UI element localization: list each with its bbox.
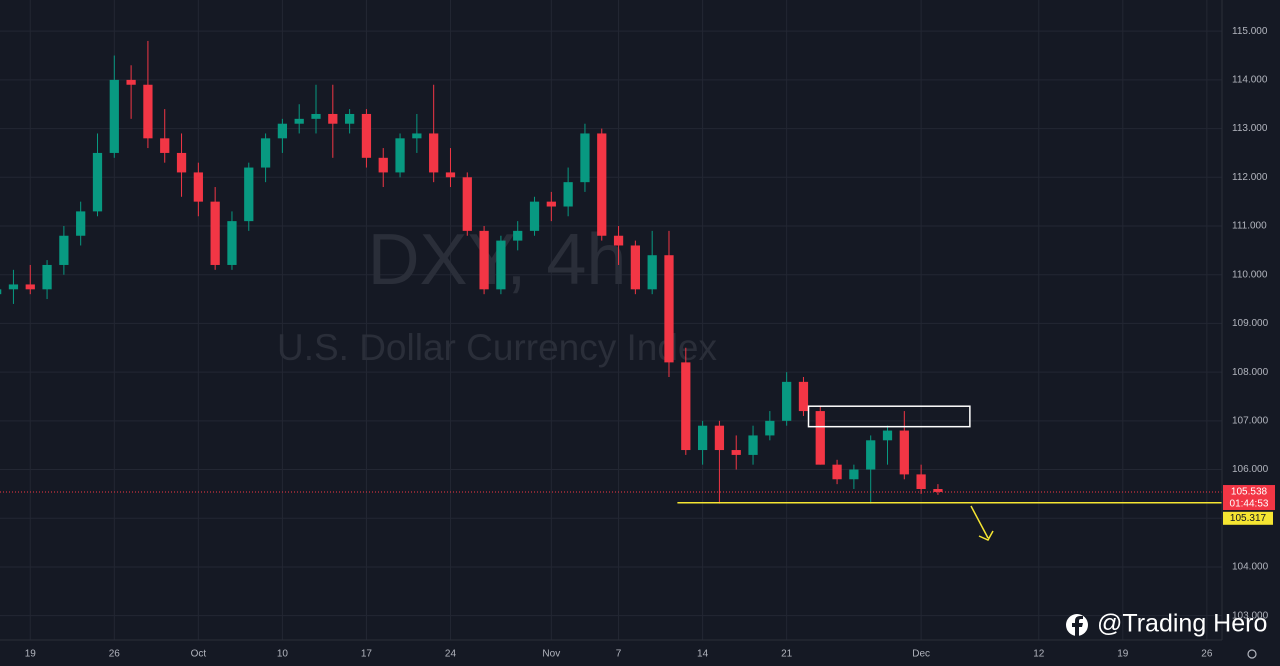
handle-watermark: @Trading Hero (1097, 610, 1267, 638)
candle-body (160, 138, 170, 153)
candle-body (597, 133, 607, 236)
candle-body (714, 425, 725, 451)
y-tick-label: 115.000 (1232, 26, 1268, 37)
candle-body (882, 430, 893, 441)
candle-body (445, 172, 456, 178)
candle-body (8, 284, 19, 290)
candle-body (798, 381, 809, 412)
y-tick-label: 103.000 (1232, 610, 1269, 621)
candle-body (849, 469, 859, 480)
candle-body (328, 113, 338, 124)
x-tick-label: 14 (697, 649, 709, 660)
overlay (0, 405, 1222, 504)
candle-body (311, 113, 321, 119)
candle-body (143, 84, 153, 139)
candle-body (244, 167, 254, 222)
candle-body (59, 235, 69, 265)
last-price-label: 105.538 (1231, 487, 1268, 498)
candle-body (0, 289, 2, 295)
x-tick-label: 12 (1033, 649, 1045, 660)
candle-body (42, 264, 52, 290)
y-tick-label: 113.000 (1232, 123, 1268, 134)
candle-body (580, 133, 590, 183)
candle-body (277, 123, 288, 139)
candle-body (916, 474, 926, 490)
candle-body (697, 425, 708, 451)
x-tick-label: Nov (542, 649, 560, 660)
x-tick-label: 21 (781, 649, 793, 660)
candle-body (647, 255, 657, 290)
candle-body (866, 440, 876, 470)
x-tick-label: 26 (109, 649, 121, 660)
candle-body (25, 284, 35, 290)
last-price-box (1223, 485, 1275, 511)
candle-body (92, 152, 103, 212)
candle-body (210, 201, 220, 265)
candle-body (395, 138, 405, 173)
candle-body (378, 157, 388, 173)
x-tick-label: Dec (912, 649, 930, 660)
grid (0, 0, 1222, 640)
x-tick-label: Oct (191, 649, 207, 660)
y-tick-label: 107.000 (1232, 415, 1269, 426)
candle-body (260, 138, 271, 168)
name-watermark: U.S. Dollar Currency Index (277, 327, 718, 368)
candle-body (546, 201, 556, 207)
candle-body (731, 450, 741, 455)
facebook-icon (1066, 614, 1088, 637)
candle-body (933, 489, 943, 492)
candle-body (412, 133, 422, 139)
candle-body (345, 113, 355, 124)
x-tick-label: 7 (616, 649, 622, 660)
candle-body (176, 152, 187, 173)
candle-body (294, 118, 304, 124)
x-tick-label: 19 (1117, 649, 1129, 660)
y-tick-label: 112.000 (1232, 172, 1268, 183)
y-tick-label: 109.000 (1232, 318, 1269, 329)
candle-body (109, 79, 119, 153)
candle-body (76, 211, 86, 236)
x-tick-label: 10 (277, 649, 289, 660)
down-arrow (970, 505, 994, 541)
plot (0, 40, 943, 504)
support-price-label: 105.317 (1230, 513, 1267, 524)
y-tick-label: 104.000 (1232, 562, 1269, 573)
candle-body (361, 113, 372, 158)
candle-body (429, 133, 439, 173)
countdown-label: 01:44:53 (1230, 499, 1269, 510)
candle-body (529, 201, 540, 231)
candle-body (227, 221, 237, 265)
candle-body (479, 230, 489, 290)
x-tick-label: 17 (361, 649, 373, 660)
y-tick-label: 106.000 (1232, 464, 1269, 475)
candle-body (496, 240, 506, 290)
candle-body (613, 235, 624, 246)
candle-body (513, 230, 523, 241)
candle-body (748, 435, 758, 455)
support-price-box (1223, 511, 1273, 525)
candle-body (462, 177, 472, 231)
x-tick-label: 26 (1201, 649, 1213, 660)
candle-body (563, 182, 573, 207)
y-tick-label: 108.000 (1232, 367, 1269, 378)
x-tick-label: 19 (25, 649, 37, 660)
candle-body (193, 172, 203, 202)
settings-icon[interactable] (1247, 649, 1257, 659)
candle-body (765, 420, 775, 436)
candle-body (630, 245, 640, 290)
candle-body (126, 79, 136, 85)
candle-body (899, 430, 909, 475)
candle-body (782, 381, 792, 421)
candle-body (815, 411, 825, 465)
candle-body (832, 464, 842, 480)
candle-body (681, 362, 691, 451)
candle-body (664, 255, 674, 363)
supply-zone (807, 405, 971, 428)
x-tick-label: 24 (445, 649, 457, 660)
y-tick-label: 110.000 (1232, 269, 1268, 280)
y-tick-label: 111.000 (1232, 221, 1267, 232)
y-tick-label: 114.000 (1232, 75, 1268, 86)
